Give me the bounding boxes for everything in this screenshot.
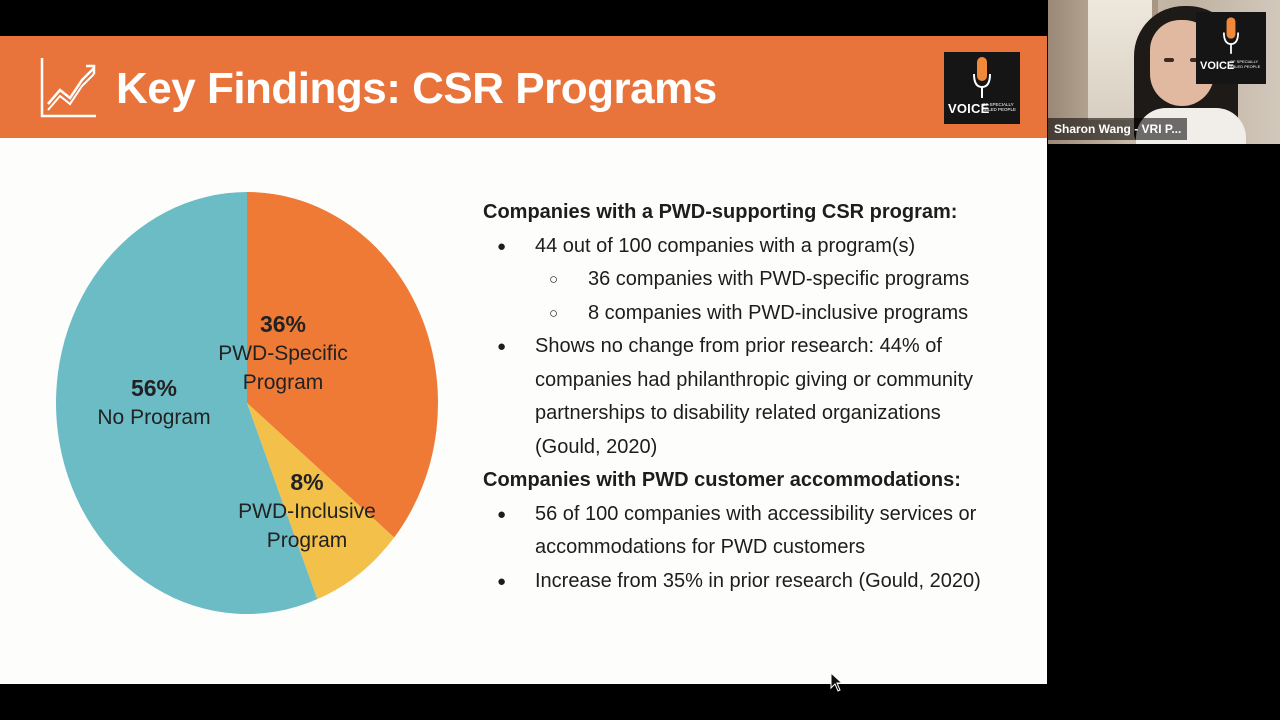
pie-slice-pwd-inclusive-program [247,403,395,600]
participant-eye [1164,58,1174,62]
logo-word: VOICE [1200,60,1235,72]
pie-label-line: No Program [97,406,211,429]
list-item: ● 56 of 100 companies with accessibility… [483,498,1043,565]
list-item-text: 8 companies with PWD-inclusive programs [588,301,969,324]
logo-subtitle: OF SPECIALLY ABLED PEOPLE [982,102,1017,112]
list-item-text: 56 of 100 companies with accessibility s… [483,498,1043,565]
title-banner: Key Findings: CSR Programs VOICE OF SPEC… [0,36,1047,138]
list-item-text: Shows no change from prior research: 44%… [483,330,1043,464]
list-item: ● Shows no change from prior research: 4… [483,330,1043,464]
pie-label-line: Program [266,529,348,552]
slide-title: Key Findings: CSR Programs [116,64,717,113]
pie-slice-pwd-specific-program [247,192,438,538]
sub-list-item: ○ 8 companies with PWD-inclusive program… [483,297,1043,331]
pie-label-percent: 8% [290,469,324,495]
circle-bullet-icon: ○ [549,271,559,288]
voice-logo: VOICE OF SPECIALLY ABLED PEOPLE [944,52,1020,124]
logo-word: VOICE [948,101,990,116]
logo-subtitle: OF SPECIALLY ABLED PEOPLE [1230,59,1261,69]
pie-label-percent: 36% [259,311,307,337]
microphone-icon [1223,17,1239,54]
pie-label-pwd-specific: 36% PWD-Specific Program [216,310,350,397]
accommodations-heading: Companies with PWD customer accommodatio… [483,469,961,491]
pie-label-line: PWD-Specific [218,342,348,365]
list-item-line: 56 of 100 companies with accessibility s… [535,502,977,525]
bullet-icon: ● [497,572,507,590]
bullet-icon: ● [497,338,507,355]
pie-label-no-program: 56% No Program [88,374,220,432]
list-item-line: partnerships to disability related organ… [535,402,941,424]
video-voice-logo: VOICE OF SPECIALLY ABLED PEOPLE [1196,12,1266,84]
pie-label-pwd-inclusive: 8% PWD-Inclusive Program [232,468,382,555]
line-chart-icon [40,58,96,118]
pie-label-percent: 56% [130,375,178,401]
list-item: ● Increase from 35% in prior research (G… [483,565,1043,599]
pie-label-line: Program [242,371,324,394]
findings-text: Companies with a PWD-supporting CSR prog… [483,196,1043,598]
list-item-line: (Gould, 2020) [535,435,658,458]
list-item-line: accommodations for PWD customers [535,536,866,558]
participant-video-tile[interactable]: VOICE OF SPECIALLY ABLED PEOPLE Sharon W… [1048,0,1280,144]
pie-label-line: PWD-Inclusive [238,500,376,523]
list-item-text: Increase from 35% in prior research (Gou… [535,569,981,592]
list-item: ● 44 out of 100 companies with a program… [483,230,1043,264]
list-item-text: 36 companies with PWD-specific programs [588,268,970,290]
bullet-icon: ● [497,505,507,523]
participant-eye [1190,58,1200,62]
bullet-icon: ● [497,237,507,255]
pie-chart [56,192,438,614]
sub-list-item: ○ 36 companies with PWD-specific program… [483,263,1043,297]
microphone-icon [973,57,991,98]
presentation-slide: Key Findings: CSR Programs VOICE OF SPEC… [0,36,1047,684]
circle-bullet-icon: ○ [549,304,559,322]
pie-slice-no-program [56,192,318,614]
csr-heading: Companies with a PWD-supporting CSR prog… [483,201,958,223]
list-item-line: companies had philanthropic giving or co… [535,368,974,391]
list-item-line: Shows no change from prior research: 44%… [535,335,942,357]
list-item-text: 44 out of 100 companies with a program(s… [535,234,916,257]
mouse-cursor-icon [830,672,844,692]
participant-name-tag: Sharon Wang - VRI P... [1048,118,1188,140]
